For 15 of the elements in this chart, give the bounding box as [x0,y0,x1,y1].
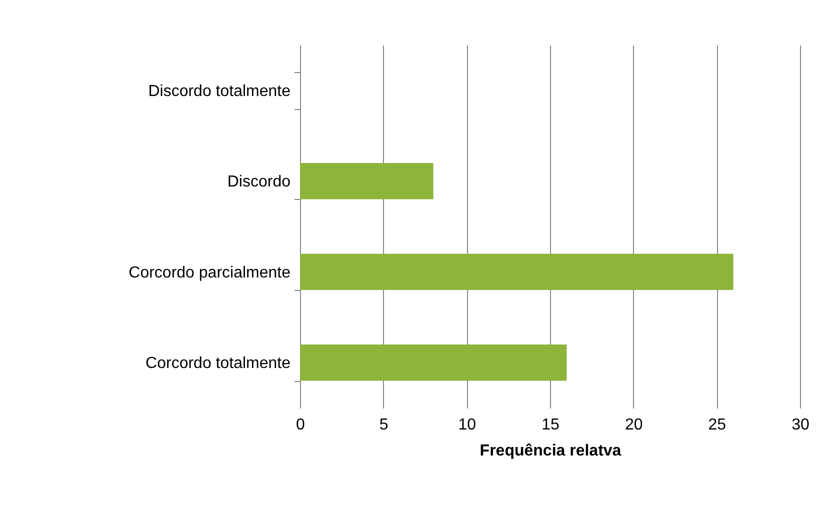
x-tick-label: 0 [296,416,306,434]
y-tick-label: Discordo totalmente [148,82,291,100]
bar [300,162,434,200]
y-tick-label: Corcordo totalmente [146,355,291,372]
bar [300,254,734,290]
y-tick-label: Discordo [227,174,291,191]
x-tick-label: 15 [542,416,560,434]
x-axis-title: Frequência relatva [480,442,622,460]
x-tick-label: 5 [379,416,388,434]
x-tick-label: 10 [458,416,476,434]
x-tick-label: 30 [792,416,810,434]
y-tick-label: Corcordo parcialmente [128,264,291,282]
bar [300,344,567,381]
x-tick-label: 20 [624,416,643,434]
x-tick-label: 25 [708,416,726,434]
